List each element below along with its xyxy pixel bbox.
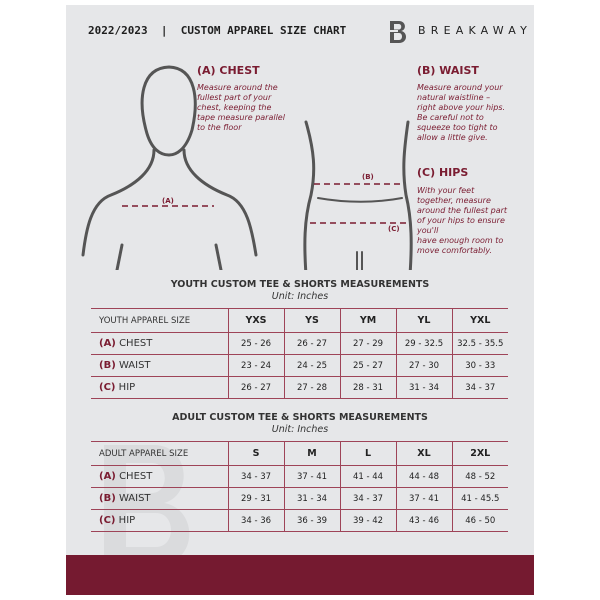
table-cell: 31 - 34 bbox=[283, 487, 340, 510]
measurement-label: (C) HIP bbox=[91, 376, 228, 399]
table-cell: 39 - 42 bbox=[339, 509, 396, 532]
table-row: (A) CHEST 25 - 26 26 - 27 27 - 29 29 - 32.5 3… bbox=[91, 332, 508, 355]
table-cell: 41 - 45.5 bbox=[451, 487, 508, 510]
table-row: (C) HIP 26 - 27 27 - 28 28 - 31 31 - 34 34 - … bbox=[91, 376, 508, 399]
table-cell: 23 - 24 bbox=[227, 354, 284, 377]
hips-description: With your feet together, measure around … bbox=[417, 186, 508, 255]
table-cell: 26 - 27 bbox=[283, 332, 340, 355]
size-header: YS bbox=[283, 308, 340, 333]
measurement-name: CHEST bbox=[119, 338, 153, 349]
measurement-name: WAIST bbox=[118, 493, 151, 504]
measurement-tag: (A) bbox=[99, 338, 116, 349]
table-row: (C) HIP 34 - 36 36 - 39 39 - 42 43 - 46 46 - … bbox=[91, 509, 508, 532]
measurement-tag: (B) bbox=[99, 493, 116, 504]
size-header: 2XL bbox=[451, 441, 508, 466]
table-cell: 34 - 37 bbox=[451, 376, 508, 399]
body-measurement-figures bbox=[81, 65, 413, 270]
adult-unit: Unit: Inches bbox=[271, 424, 329, 435]
measurement-name: WAIST bbox=[118, 360, 151, 371]
measurement-label: (C) HIP bbox=[91, 509, 228, 532]
waist-heading: (B) WAIST bbox=[417, 64, 479, 77]
measurement-tag: (B) bbox=[99, 360, 116, 371]
table-cell: 29 - 31 bbox=[227, 487, 284, 510]
table-cell: 37 - 41 bbox=[283, 465, 340, 488]
adult-section-title: ADULT CUSTOM TEE & SHORTS MEASUREMENTS bbox=[172, 412, 428, 423]
size-header: L bbox=[339, 441, 396, 466]
table-cell: 27 - 28 bbox=[283, 376, 340, 399]
table-cell: 36 - 39 bbox=[283, 509, 340, 532]
measurement-label: (B) WAIST bbox=[91, 487, 228, 510]
chest-description: Measure around the fullest part of your … bbox=[197, 83, 285, 132]
table-cell: 37 - 41 bbox=[395, 487, 452, 510]
table-header-row: YOUTH APPAREL SIZE YXS YS YM YL YXL bbox=[91, 308, 508, 333]
table-cell: 26 - 27 bbox=[227, 376, 284, 399]
size-label: YOUTH APPAREL SIZE bbox=[91, 308, 228, 333]
table-cell: 25 - 26 bbox=[227, 332, 284, 355]
table-cell: 27 - 29 bbox=[339, 332, 396, 355]
table-cell: 29 - 32.5 bbox=[395, 332, 452, 355]
waist-marker: (B) bbox=[362, 173, 374, 181]
measurement-label: (A) CHEST bbox=[91, 465, 228, 488]
table-cell: 31 - 34 bbox=[395, 376, 452, 399]
size-header: YL bbox=[395, 308, 452, 333]
table-cell: 34 - 36 bbox=[227, 509, 284, 532]
size-header: YXL bbox=[451, 308, 508, 333]
page-title: 2022/2023 | CUSTOM APPAREL SIZE CHART bbox=[88, 24, 347, 37]
measurement-tag: (C) bbox=[99, 515, 116, 526]
size-chart-card: 2022/2023 | CUSTOM APPAREL SIZE CHART BR… bbox=[66, 5, 534, 595]
measurement-name: CHEST bbox=[119, 471, 153, 482]
table-row: (A) CHEST 34 - 37 37 - 41 41 - 44 44 - 48 48 … bbox=[91, 465, 508, 488]
table-cell: 34 - 37 bbox=[227, 465, 284, 488]
table-header-row: ADULT APPAREL SIZE S M L XL 2XL bbox=[91, 441, 508, 466]
table-cell: 43 - 46 bbox=[395, 509, 452, 532]
chest-marker: (A) bbox=[162, 197, 174, 205]
table-row: (B) WAIST 23 - 24 24 - 25 25 - 27 27 - 30 30 … bbox=[91, 354, 508, 377]
measurement-label: (A) CHEST bbox=[91, 332, 228, 355]
size-header: M bbox=[283, 441, 340, 466]
measurement-tag: (C) bbox=[99, 382, 116, 393]
table-cell: 44 - 48 bbox=[395, 465, 452, 488]
breakaway-logo-icon bbox=[384, 21, 407, 43]
measurement-name: HIP bbox=[118, 382, 136, 393]
table-cell: 27 - 30 bbox=[395, 354, 452, 377]
size-header: YM bbox=[339, 308, 396, 333]
youth-section-title: YOUTH CUSTOM TEE & SHORTS MEASUREMENTS bbox=[170, 279, 430, 290]
hips-heading: (C) HIPS bbox=[417, 166, 469, 179]
size-label: ADULT APPAREL SIZE bbox=[91, 441, 228, 466]
table-cell: 34 - 37 bbox=[339, 487, 396, 510]
table-cell: 46 - 50 bbox=[451, 509, 508, 532]
hips-marker: (C) bbox=[388, 225, 400, 233]
youth-size-table: YOUTH APPAREL SIZE YXS YS YM YL YXL (A) CHEST 2… bbox=[91, 308, 508, 399]
youth-unit: Unit: Inches bbox=[271, 291, 329, 302]
brand-name: BREAKAWAY bbox=[418, 24, 533, 37]
table-row: (B) WAIST 29 - 31 31 - 34 34 - 37 37 - 41 41 … bbox=[91, 487, 508, 510]
measurement-label: (B) WAIST bbox=[91, 354, 228, 377]
footer-bar bbox=[66, 555, 534, 595]
size-header: YXS bbox=[227, 308, 284, 333]
measurement-name: HIP bbox=[118, 515, 136, 526]
size-header: S bbox=[227, 441, 284, 466]
table-cell: 48 - 52 bbox=[451, 465, 508, 488]
table-cell: 28 - 31 bbox=[339, 376, 396, 399]
chest-heading: (A) CHEST bbox=[197, 64, 260, 77]
adult-size-table: ADULT APPAREL SIZE S M L XL 2XL (A) CHEST 34 - … bbox=[91, 441, 508, 532]
table-cell: 25 - 27 bbox=[339, 354, 396, 377]
table-cell: 24 - 25 bbox=[283, 354, 340, 377]
table-cell: 32.5 - 35.5 bbox=[451, 332, 508, 355]
measurement-tag: (A) bbox=[99, 471, 116, 482]
waist-description: Measure around your natural waistline – … bbox=[417, 83, 506, 142]
size-header: XL bbox=[395, 441, 452, 466]
table-cell: 41 - 44 bbox=[339, 465, 396, 488]
table-cell: 30 - 33 bbox=[451, 354, 508, 377]
